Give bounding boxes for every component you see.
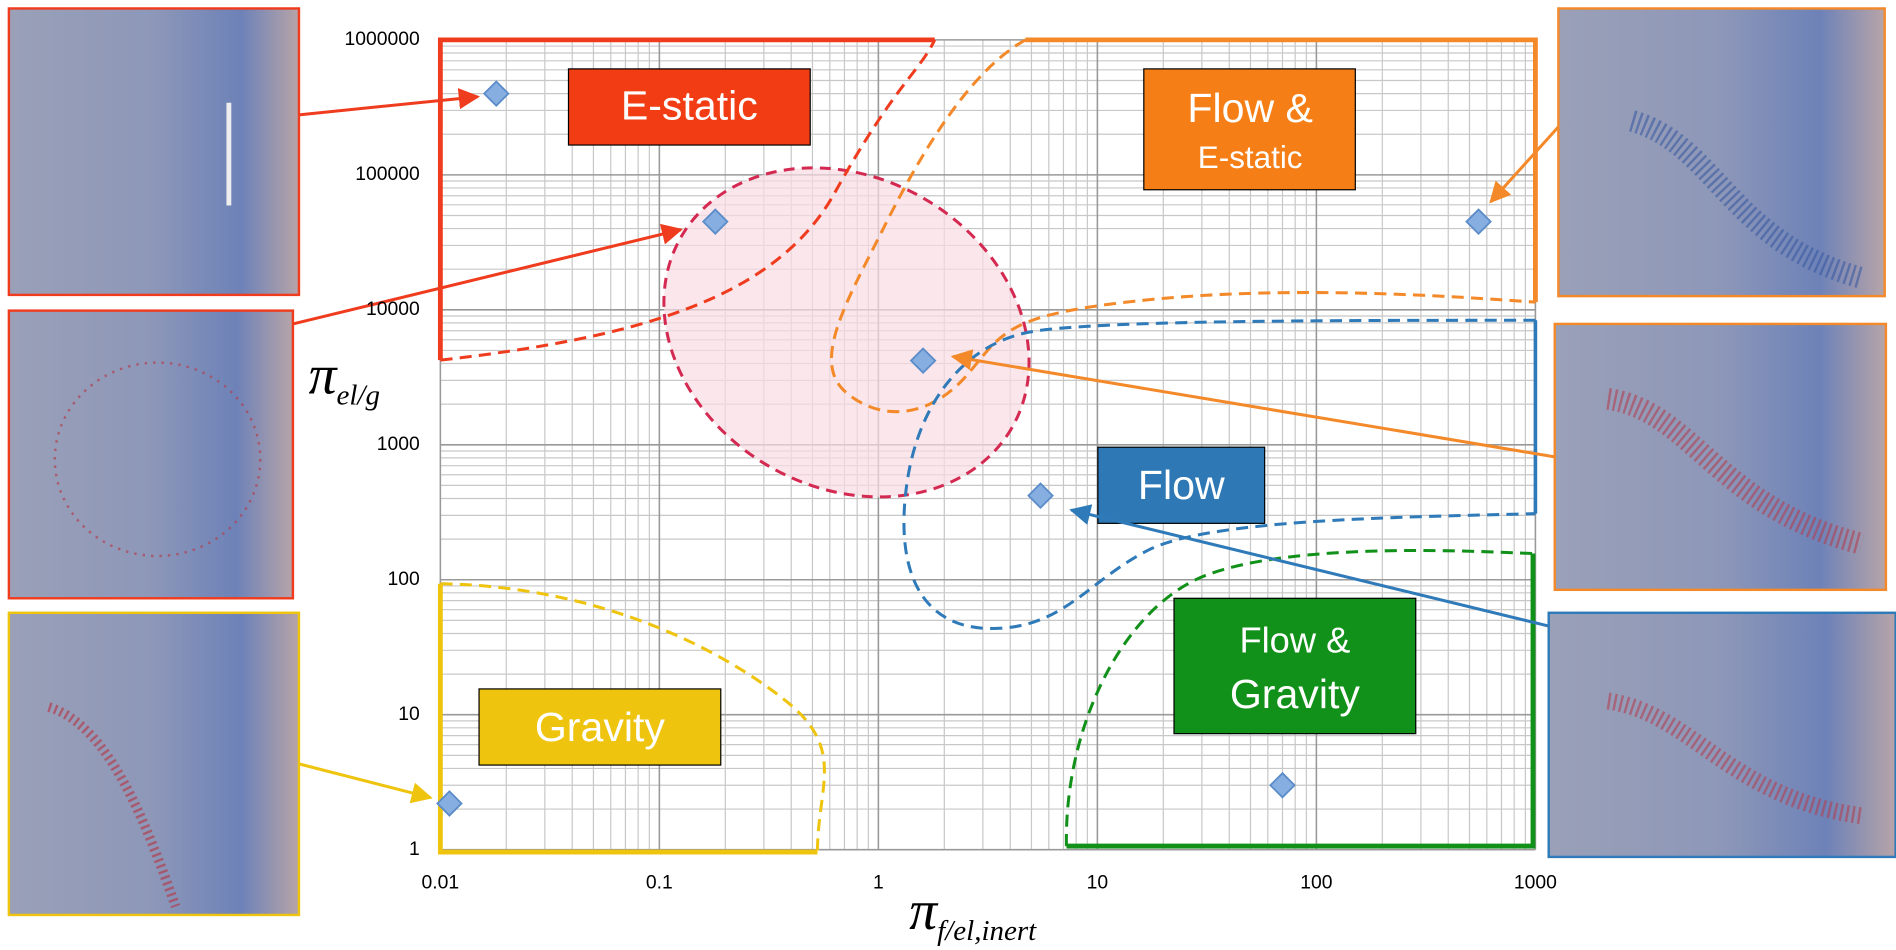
- region-label: Gravity: [535, 704, 666, 750]
- chart: E-static Flow & E-static Flow Flow & Gra…: [0, 0, 1896, 950]
- simulation-image: [1558, 8, 1884, 296]
- arrow: [1491, 127, 1559, 202]
- y-tick-label: 1000000: [345, 29, 420, 50]
- region-label: Flow &: [1239, 620, 1350, 661]
- simulation-image: [9, 311, 293, 599]
- simulation-image: [1555, 324, 1886, 590]
- y-axis-label: πel/g: [309, 344, 380, 411]
- arrow: [299, 764, 431, 798]
- data-point: [484, 82, 508, 106]
- electrode: [226, 103, 231, 206]
- y-axis-subscript: el/g: [336, 379, 379, 411]
- x-tick-label: 1000: [1514, 873, 1557, 894]
- data-point: [1270, 773, 1294, 797]
- y-tick-label: 10: [398, 704, 420, 725]
- x-tick-label: 0.1: [646, 873, 673, 894]
- simulation-image: [1549, 613, 1896, 857]
- x-tick-label: 0.01: [422, 873, 460, 894]
- x-tick-label: 1: [873, 873, 884, 894]
- y-tick-label: 1: [409, 839, 420, 860]
- y-axis-symbol: π: [309, 344, 339, 406]
- arrow: [299, 97, 478, 115]
- x-tick-label: 100: [1300, 873, 1332, 894]
- simulation-image: [9, 613, 299, 915]
- simulation-image: [9, 8, 299, 294]
- region-label: E-static: [621, 83, 758, 129]
- region-label: Flow: [1138, 462, 1225, 508]
- x-axis-symbol: π: [909, 880, 939, 942]
- y-tick-label: 100: [388, 569, 420, 590]
- region-label: E-static: [1198, 140, 1303, 175]
- y-tick-label: 10000: [366, 299, 420, 320]
- x-tick-label: 10: [1087, 873, 1109, 894]
- region-label: Flow &: [1187, 85, 1313, 131]
- region-label: Gravity: [1230, 671, 1361, 717]
- x-axis-label: πf/el,inert: [909, 880, 1037, 947]
- arrow: [953, 357, 1555, 457]
- y-tick-label: 1000: [377, 434, 420, 455]
- y-tick-label: 100000: [355, 164, 420, 185]
- x-axis-subscript: f/el,inert: [937, 915, 1037, 947]
